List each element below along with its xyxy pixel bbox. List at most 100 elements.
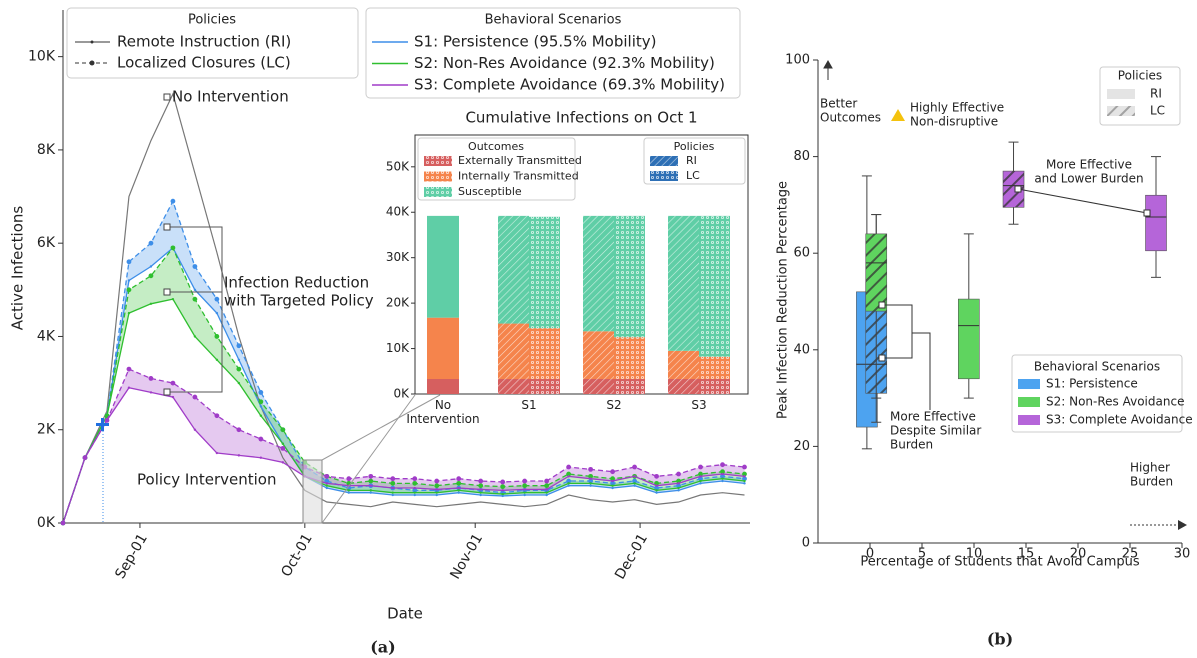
legend-swatch-hatch bbox=[424, 156, 452, 166]
annotation: Infection Reduction bbox=[224, 274, 369, 292]
annotation: More Effective bbox=[890, 410, 976, 424]
legend-title: Policies bbox=[674, 140, 715, 153]
series-point bbox=[127, 311, 131, 315]
series-point bbox=[655, 491, 658, 494]
x-tick-label: 10 bbox=[966, 547, 983, 562]
series-point bbox=[742, 464, 747, 470]
series-point bbox=[148, 376, 154, 381]
burden-arrowhead bbox=[1178, 520, 1187, 530]
series-point bbox=[435, 491, 438, 494]
series-point bbox=[259, 456, 263, 459]
legend-label: RI bbox=[1150, 87, 1162, 101]
bar-segment bbox=[427, 215, 459, 318]
series-point bbox=[60, 520, 66, 526]
series-point bbox=[127, 279, 131, 282]
legend-label: Remote Instruction (RI) bbox=[117, 33, 291, 51]
series-point bbox=[82, 455, 88, 461]
marker-square bbox=[163, 223, 171, 231]
series-point bbox=[149, 391, 153, 394]
series-point bbox=[324, 478, 330, 484]
bar-hatch bbox=[699, 356, 730, 380]
caption: (b) bbox=[987, 630, 1013, 649]
series-point bbox=[699, 479, 702, 483]
series-point bbox=[523, 493, 526, 497]
series-point bbox=[588, 466, 594, 472]
series-point bbox=[280, 427, 286, 433]
y-tick-label: 0K bbox=[37, 515, 56, 531]
series-point bbox=[743, 482, 746, 485]
legend-swatch bbox=[1107, 89, 1135, 99]
series-point bbox=[369, 489, 372, 492]
series-point bbox=[611, 479, 614, 483]
series-point bbox=[215, 358, 219, 361]
marker-square bbox=[878, 301, 886, 309]
y-tick-label: 2K bbox=[37, 422, 56, 438]
series-point bbox=[193, 288, 197, 292]
series-point bbox=[589, 477, 592, 480]
y-tick-label: 10K bbox=[386, 341, 410, 355]
series-point bbox=[192, 264, 198, 269]
series-point bbox=[456, 476, 462, 482]
series-point bbox=[192, 296, 198, 302]
series-point bbox=[567, 484, 570, 487]
series-point bbox=[280, 445, 286, 451]
annotation: Non-disruptive bbox=[910, 115, 998, 129]
x-tick-label-text: S3 bbox=[691, 398, 707, 412]
series-point bbox=[588, 478, 594, 484]
series-point bbox=[193, 428, 197, 431]
series-point bbox=[677, 486, 680, 490]
series-point bbox=[413, 491, 416, 494]
legend-title: Policies bbox=[1118, 69, 1162, 83]
annotation: Higher bbox=[1130, 461, 1170, 475]
highlight-triangle bbox=[891, 109, 905, 121]
y-tick-label: 30K bbox=[386, 250, 410, 264]
series-point bbox=[413, 486, 416, 490]
legend-label: Internally Transmitted bbox=[458, 170, 579, 183]
series-point bbox=[567, 475, 570, 478]
series-point bbox=[545, 493, 548, 497]
series-point bbox=[676, 471, 681, 477]
series-point bbox=[566, 478, 572, 484]
series-point bbox=[654, 485, 659, 491]
legend-swatch bbox=[1018, 397, 1040, 407]
y-tick-label: 0K bbox=[393, 387, 410, 401]
series-point bbox=[500, 479, 506, 485]
bar-hatch bbox=[498, 379, 529, 394]
series-point bbox=[148, 273, 154, 279]
legend-label: RI bbox=[686, 154, 697, 167]
series-point bbox=[126, 366, 132, 372]
series-point bbox=[237, 358, 241, 361]
series-point bbox=[721, 472, 724, 476]
series-point bbox=[259, 405, 263, 408]
marker-square bbox=[1014, 185, 1022, 193]
annotation: and Lower Burden bbox=[1034, 172, 1143, 186]
series-point bbox=[610, 480, 615, 486]
series-point bbox=[589, 482, 592, 485]
series-point bbox=[544, 478, 550, 484]
series-point bbox=[434, 478, 440, 484]
series-point bbox=[699, 482, 702, 485]
series-point bbox=[456, 480, 462, 486]
series-point bbox=[501, 492, 504, 496]
marker-square bbox=[163, 388, 171, 396]
series-point bbox=[566, 471, 572, 477]
series-point bbox=[413, 493, 416, 497]
reduction-band bbox=[63, 369, 745, 523]
annotation: Burden bbox=[890, 438, 933, 452]
bar-hatch bbox=[614, 379, 645, 394]
series-point bbox=[325, 482, 329, 485]
series-point bbox=[390, 480, 396, 486]
series-line bbox=[62, 92, 745, 524]
series-point bbox=[654, 473, 659, 479]
series-point bbox=[478, 483, 484, 489]
annotation: Despite Similar bbox=[890, 424, 981, 438]
series-point bbox=[369, 484, 372, 487]
box bbox=[1145, 194, 1167, 252]
legend-title: Outcomes bbox=[468, 140, 524, 153]
legend-box bbox=[417, 137, 576, 201]
x-axis-label: Percentage of Students that Avoid Campus bbox=[860, 555, 1140, 570]
series-point bbox=[435, 488, 438, 491]
bar-hatch bbox=[529, 379, 560, 394]
series-point bbox=[655, 484, 658, 487]
series-point bbox=[258, 436, 264, 442]
